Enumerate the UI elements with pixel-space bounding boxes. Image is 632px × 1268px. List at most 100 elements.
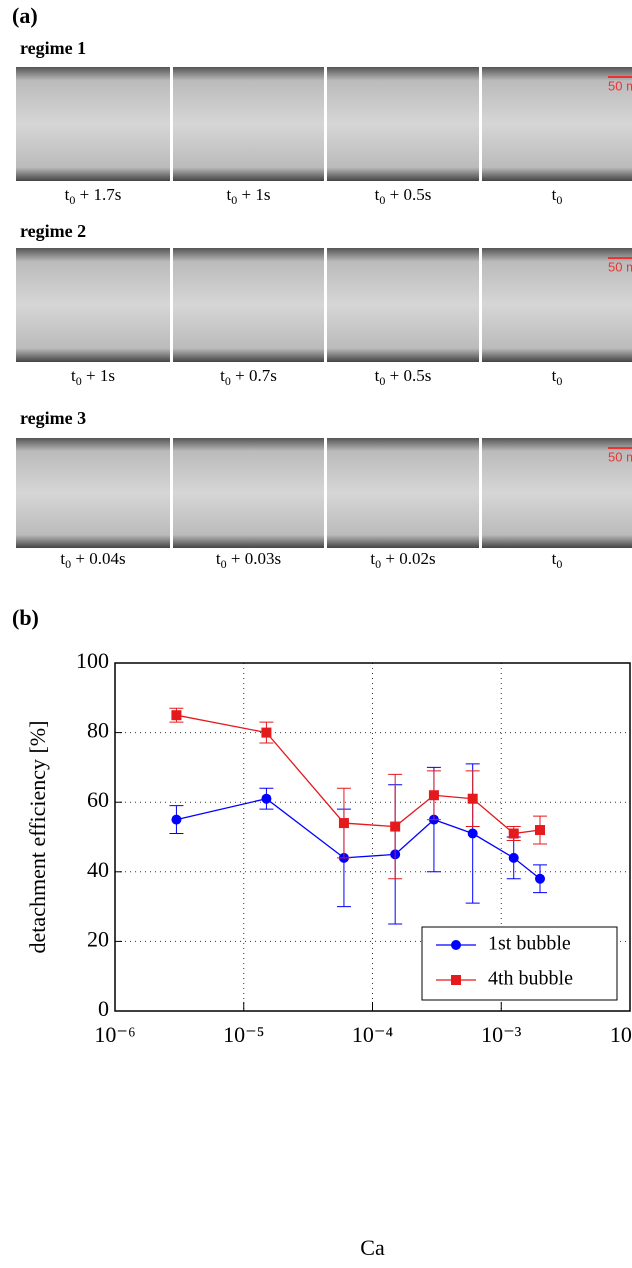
caption-sub: 0	[225, 374, 231, 388]
micrograph	[327, 438, 479, 548]
caption-sub: 0	[556, 374, 562, 388]
micrograph	[482, 248, 632, 362]
micrograph	[482, 438, 632, 548]
caption-base: t	[227, 185, 232, 204]
caption-rest: + 0.03s	[227, 549, 281, 568]
caption-base: t	[552, 185, 557, 204]
marker	[508, 828, 519, 839]
caption-rest: + 1s	[237, 185, 270, 204]
legend-box	[421, 926, 618, 1001]
caption-base: t	[552, 549, 557, 568]
caption-sub: 0	[69, 193, 75, 207]
caption: t0 + 1.7s	[65, 185, 122, 207]
caption-sub: 0	[379, 193, 385, 207]
caption: t0 + 0.04s	[60, 549, 125, 571]
caption-sub: 0	[556, 557, 562, 571]
caption: t0 + 0.02s	[370, 549, 435, 571]
caption-base: t	[60, 549, 65, 568]
micrograph	[173, 438, 324, 548]
micrograph	[173, 67, 324, 181]
caption-rest: + 0.5s	[385, 366, 431, 385]
caption-base: t	[552, 366, 557, 385]
series-line	[176, 714, 541, 835]
caption-sub: 0	[65, 557, 71, 571]
y-tick-label: 100	[76, 648, 109, 673]
regime-title: regime 3	[20, 408, 86, 428]
caption-rest: + 0.7s	[231, 366, 277, 385]
micrograph	[16, 438, 170, 548]
caption-rest: + 1s	[82, 366, 115, 385]
marker	[467, 793, 478, 804]
x-axis-label: Ca	[360, 1235, 385, 1260]
micrograph	[173, 248, 324, 362]
marker	[171, 814, 182, 825]
caption-rest: + 0.5s	[385, 185, 431, 204]
caption: t0 + 0.03s	[216, 549, 281, 571]
caption: t0	[552, 185, 563, 207]
caption-base: t	[375, 366, 380, 385]
marker	[535, 825, 546, 836]
caption-sub: 0	[221, 557, 227, 571]
caption: t0 + 0.7s	[220, 366, 277, 388]
y-axis-label: detachment efficiency [%]	[25, 721, 50, 954]
caption: t0 + 0.5s	[375, 366, 432, 388]
x-tick-label: 10⁻⁵	[223, 1022, 264, 1047]
legend-label: 4th bubble	[488, 968, 573, 990]
caption-base: t	[370, 549, 375, 568]
micrograph	[327, 67, 479, 181]
marker	[261, 793, 272, 804]
plot-frame	[114, 662, 631, 1012]
legend-marker	[451, 975, 461, 985]
caption-rest: + 0.04s	[71, 549, 125, 568]
marker	[390, 821, 401, 832]
legend-marker	[451, 940, 461, 950]
x-tick-label: 10⁻³	[481, 1022, 522, 1047]
y-tick-label: 60	[87, 787, 109, 812]
series-line	[176, 798, 541, 880]
x-tick-label: 10⁻⁴	[352, 1022, 394, 1047]
marker	[428, 790, 439, 801]
caption: t0	[552, 549, 563, 571]
caption-base: t	[375, 185, 380, 204]
y-tick-label: 20	[87, 926, 109, 951]
regime-title: regime 2	[20, 221, 86, 241]
panel-label: (a)	[12, 3, 38, 28]
y-tick-label: 80	[87, 718, 109, 743]
y-tick-label: 0	[98, 996, 109, 1021]
micrograph	[482, 67, 632, 181]
caption: t0 + 0.5s	[375, 185, 432, 207]
caption: t0 + 1s	[227, 185, 271, 207]
caption-rest: + 0.02s	[381, 549, 435, 568]
scale-label: 50 m	[608, 449, 632, 464]
marker	[508, 852, 519, 863]
legend-label: 1st bubble	[488, 933, 571, 955]
caption-rest: + 1.7s	[75, 185, 121, 204]
micrograph	[16, 248, 170, 362]
caption-sub: 0	[556, 193, 562, 207]
marker	[171, 710, 182, 721]
x-tick-label: 10⁻⁶	[94, 1022, 135, 1047]
regime-title: regime 1	[20, 38, 86, 58]
caption-sub: 0	[379, 374, 385, 388]
caption-sub: 0	[231, 193, 237, 207]
marker	[261, 727, 272, 738]
y-tick-label: 40	[87, 857, 109, 882]
caption: t0	[552, 366, 563, 388]
caption-base: t	[220, 366, 225, 385]
caption-base: t	[216, 549, 221, 568]
micrograph	[16, 67, 170, 181]
caption: t0 + 1s	[71, 366, 115, 388]
panel-label: (b)	[12, 605, 39, 630]
caption-sub: 0	[375, 557, 381, 571]
marker	[467, 828, 478, 839]
scale-label: 50 m	[608, 259, 632, 274]
marker	[535, 873, 546, 884]
marker	[338, 818, 349, 829]
micrograph	[327, 248, 479, 362]
scale-label: 50 m	[608, 78, 632, 93]
caption-base: t	[71, 366, 76, 385]
x-tick-label: 10⁻²	[610, 1022, 632, 1047]
caption-base: t	[65, 185, 70, 204]
caption-sub: 0	[76, 374, 82, 388]
